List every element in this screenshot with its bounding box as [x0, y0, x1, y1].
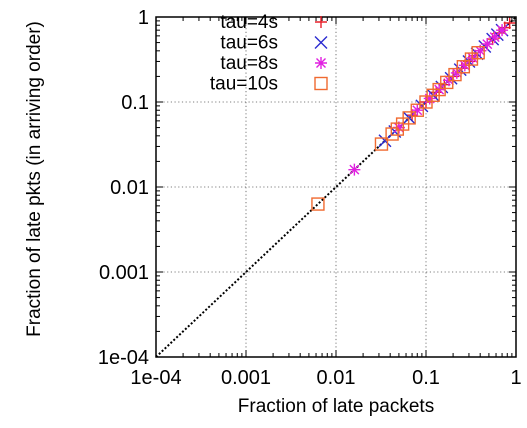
data-point: [456, 60, 471, 74]
x-tick-label: 0.01: [317, 367, 356, 389]
legend-label: tau=4s: [220, 12, 278, 33]
series-tau-10s: [311, 46, 485, 211]
x-tick-label: 0.1: [412, 367, 440, 389]
legend-label: tau=10s: [210, 74, 278, 95]
data-point: [374, 137, 389, 151]
legend-marker: [314, 36, 328, 49]
data-point: [503, 16, 516, 29]
legend-label: tau=8s: [220, 53, 278, 74]
x-tick-label: 0.001: [221, 367, 271, 389]
data-point: [471, 46, 485, 60]
x-tick-label: 1e-04: [130, 367, 181, 389]
y-tick-label: 0.1: [121, 92, 149, 114]
data-point: [348, 163, 361, 176]
legend-marker: [315, 16, 327, 28]
y-tick-label: 0.01: [110, 177, 149, 199]
data-point: [392, 121, 405, 134]
data-point: [448, 67, 462, 82]
legend-marker: [314, 76, 328, 91]
legend-marker: [315, 57, 327, 69]
data-point: [488, 31, 501, 44]
data-point: [481, 38, 494, 51]
grid-lines: [156, 17, 516, 357]
data-point: [423, 92, 436, 105]
data-point: [411, 104, 424, 117]
data-point: [402, 111, 416, 125]
y-axis-label: Fraction of late pkts (in arriving order…: [24, 21, 45, 337]
data-point: [419, 95, 433, 109]
data-point: [410, 103, 424, 117]
data-point: [496, 24, 509, 37]
legend-label: tau=6s: [220, 33, 278, 54]
y-tick-label: 0.001: [99, 262, 149, 284]
data-point: [311, 197, 325, 211]
x-axis-label: Fraction of late packets: [238, 396, 434, 417]
data-point: [385, 127, 399, 141]
data-point: [432, 82, 446, 97]
data-point: [474, 44, 487, 57]
y-tick-label: 1e-04: [98, 347, 149, 369]
y-tick-label: 1: [138, 7, 149, 29]
data-point: [440, 75, 454, 90]
x-tick-label: 1: [510, 367, 521, 389]
data-points: [311, 16, 516, 211]
